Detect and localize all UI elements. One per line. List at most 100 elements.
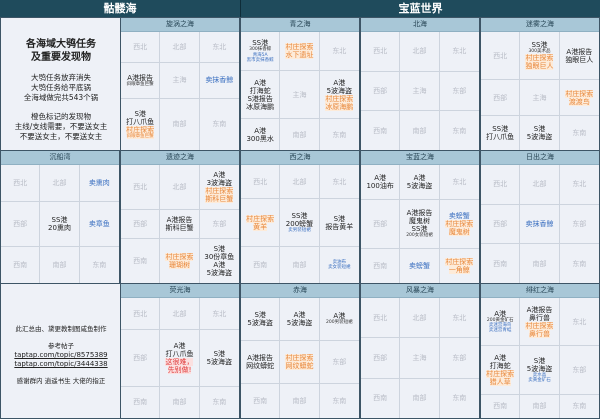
sea-cell: 东北 [319,32,359,72]
reference-link-1[interactable]: taptap.com/topic/8575389 [14,351,108,359]
sea-cell: SS港 20熏肉 [40,201,80,248]
reference-link-2[interactable]: taptap.com/topic/3444338 [14,360,108,368]
sea-cell: A港 打海蛇 S港报告 冰原海鹏 [241,71,281,120]
sea-name: 遗迹之海 [121,151,239,165]
region-label: 东部 [572,219,587,228]
sea-cell: S港 打八爪鱼 村庄探索 斜眼章鱼巨蟹 [121,98,161,150]
sea-cell: 村庄探索 珊瑚树 [160,238,200,283]
sea-cell: 南部 [400,378,440,418]
region-label: 西北 [253,177,268,186]
cell-note: A港 [333,312,346,321]
sea-cell: 东北 [319,165,359,200]
sea-cell: 西南 [121,238,161,283]
region-header-sapphire-world: 宝蓝世界 [240,0,600,17]
sea-cell: 村庄探索 水下遗址 [280,32,320,72]
sea-cell: 东部 [439,72,479,112]
sea-cell: 东北 [439,32,479,72]
region-label: 北部 [172,42,187,51]
cell-note: SS港 [51,215,68,224]
sea-cell: 主海 [520,80,560,116]
sea-cell: 村庄探索 网纹蟒蛇 [280,341,320,385]
region-label: 东南 [452,126,467,135]
sea-cell: S港 5波海盗 卖水晶 卖黄金矿石 [520,346,560,395]
cell-note: A港 [254,126,267,135]
region-label: 主海 [172,76,187,85]
sea-cell: 西部 [481,204,521,245]
cell-note: 卖熏肉 [88,178,110,187]
cell-note: 卖章鱼 [88,219,110,228]
sea-cell: 东南 [320,119,359,150]
sea-cell: 主海 [280,71,320,120]
cell-note: 村庄探索 [565,89,594,98]
sea-cell: 主海 [400,338,440,379]
sea-cell: 东南 [200,387,239,418]
region-label: 南部 [532,259,547,268]
cell-note: A港 [333,78,346,87]
cell-note: 村庄探索 [445,219,474,229]
sea-cell: 东北 [559,165,599,205]
cell-note: 卖油布 [332,259,347,265]
sea-cell: 北部 [400,298,440,339]
region-label: 南部 [412,126,427,135]
sea-section: 沉船湾 西北 北部 卖熏肉 西部 SS港 20熏肉 卖章鱼 西南 南部 东南 [0,150,120,284]
sea-cell: S港 报告黄羊 [319,199,359,248]
sea-cell: 北部 [160,298,200,331]
sea-name: 宝蓝之海 [361,151,479,165]
region-label: 西部 [373,219,388,228]
cell-note: S港 [533,356,546,365]
sea-cell: 西部 [361,71,401,112]
cell-note: 打海蛇 [489,362,511,371]
region-label: 东北 [332,47,347,56]
sea-cell: 西北 [241,165,281,200]
sea-cell: 东南 [320,384,359,418]
cell-note: 200螃蟹 [285,220,314,229]
region-label: 南部 [52,260,67,269]
sea-section: 迷雾之海 西北 SS港 300美术品 村庄探索 独眼巨人 A港报告 独眼巨人 西部 主海 村庄探索渡… [480,17,600,151]
region-label: 东部 [452,353,467,362]
cell-note: S港 [333,214,346,223]
cell-note: 水下遗址 [285,51,314,60]
cell-note: 5波海盗 [247,319,273,327]
sea-cell: 西北 [121,165,161,211]
region-label: 东南 [332,130,347,139]
sea-cell: 东北 [439,298,479,339]
sea-cell: SS港 打八爪鱼 [481,115,521,150]
cell-note: 卖迷宫海鸟 [488,323,512,329]
region-label: 西北 [133,309,148,318]
sea-cell: 西北 [1,165,41,202]
cell-note: 魔鬼树 [408,217,430,226]
sea-cell: A港 5波海盗 [280,298,320,342]
sea-cell: 主海 [160,62,200,99]
region-label: 西南 [373,261,388,270]
region-label: 西部 [133,353,148,362]
cell-note: A港报告 [127,73,154,82]
region-label: 东北 [212,42,227,51]
cell-note: 卖螃蟹 [448,211,470,220]
sea-cell: SS港 200螃蟹 卖男装短裙 [280,199,320,248]
region-label: 西部 [373,86,388,95]
cell-note: A港 [293,310,306,319]
region-header-skull-sea: 骷髅海 [0,0,240,17]
cell-note: A港报告 [406,209,433,218]
sea-cell: 南部 [280,247,320,283]
cell-note: 打海蛇 [249,86,271,95]
sea-cell: 西部 [121,210,161,239]
cell-note: 斯科巨蟹 [165,224,194,232]
cell-note: A港报告 [166,215,193,224]
sea-cell: 西南 [361,111,401,150]
sea-section: 宝蓝之海 A港 100油布 A港 5波海盗 东北 西部 A港报告 魔鬼树 SS港 200女装短裙 卖螃… [360,150,480,284]
region-label: 西北 [373,47,388,56]
sea-name: 青之海 [241,18,359,32]
region-label: 西北 [493,180,508,189]
sea-cell: 主海 [400,71,440,112]
sea-cell: 东南 [560,116,599,150]
region-label: 东南 [332,396,347,405]
cell-note: 卖抹香鲸 [525,219,554,228]
region-label: 西南 [373,126,388,135]
sea-cell: 南部 [520,244,560,283]
cell-note: 卖迷宫青蛙 [488,328,512,334]
sea-cell: 西南 [1,247,41,283]
region-label: 南部 [172,398,187,407]
sea-cell: 卖抹香鲸 [520,204,560,245]
cell-note: 卖抹香鲸 [205,76,234,85]
